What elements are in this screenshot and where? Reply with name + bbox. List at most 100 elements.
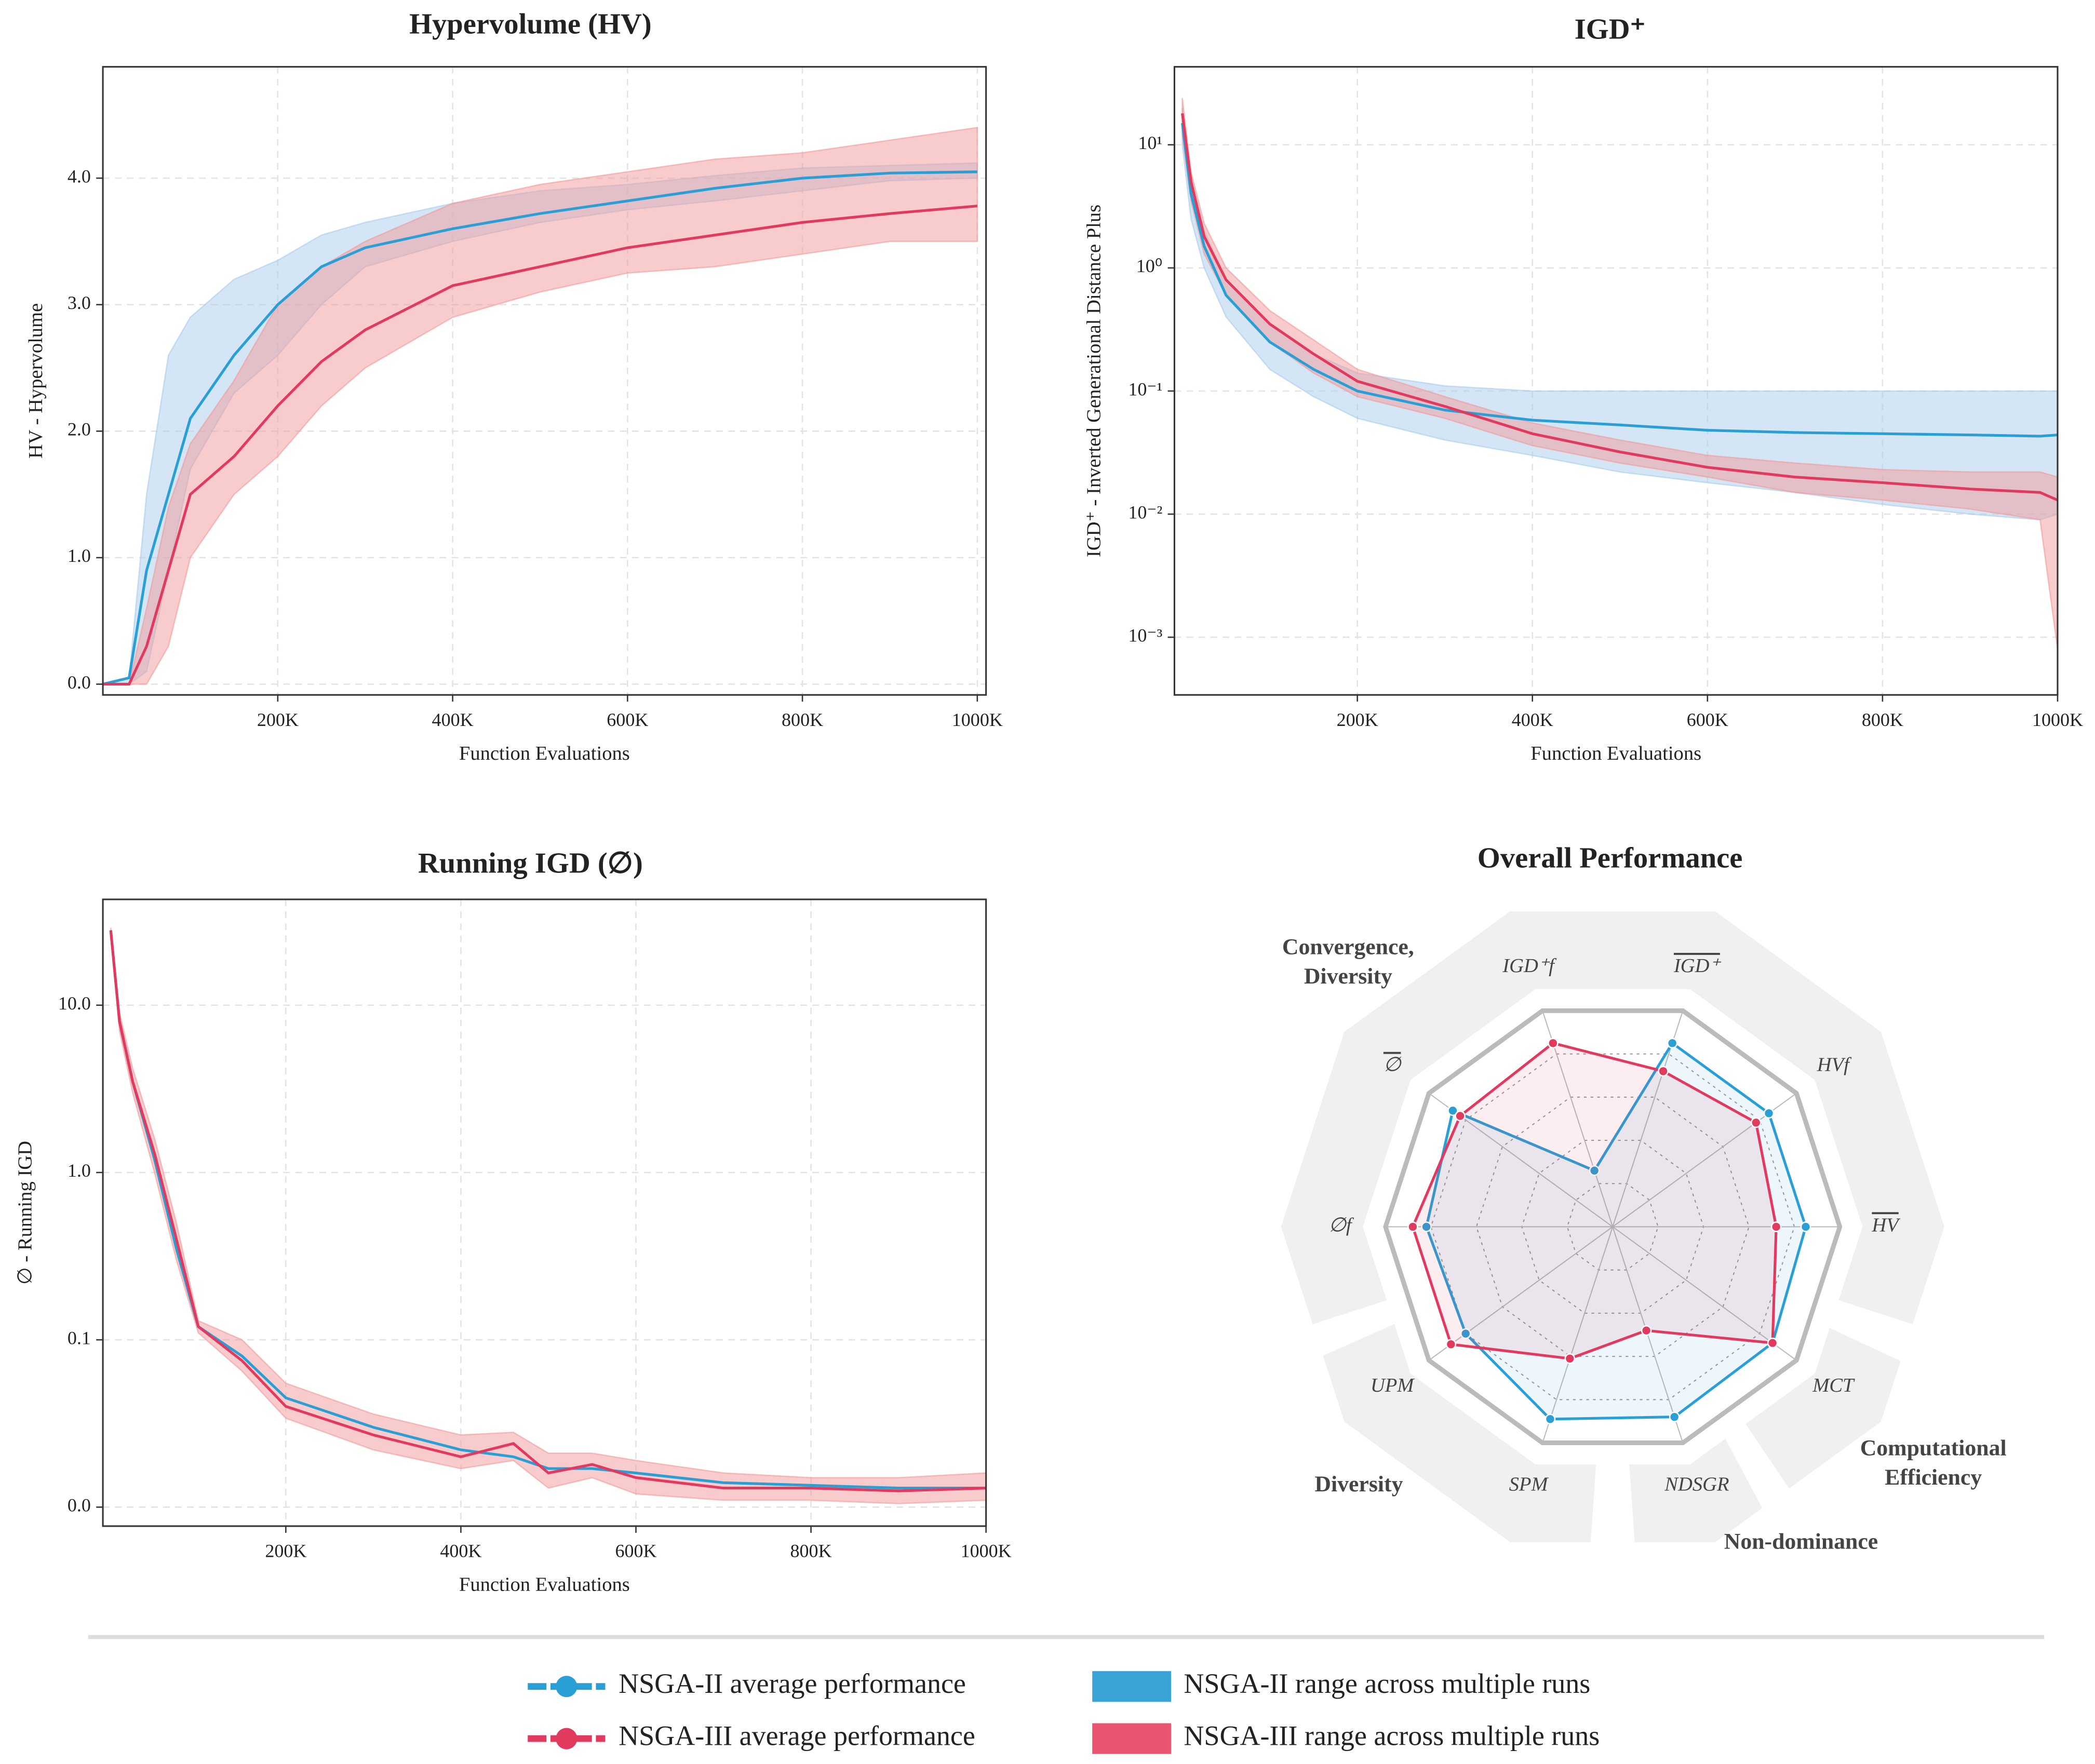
x-tick-label: 1000K bbox=[952, 709, 1003, 730]
group-label-box: Convergence, Diversity bbox=[1282, 934, 1414, 989]
x-tick-label: 400K bbox=[440, 1541, 481, 1561]
radar-point bbox=[1545, 1413, 1556, 1425]
group-band bbox=[1745, 1328, 1901, 1489]
axis-label: MCT bbox=[1812, 1375, 1855, 1396]
radar-spoke bbox=[1428, 1226, 1613, 1361]
legend-marker bbox=[556, 1676, 578, 1698]
x-tick-label: 400K bbox=[1512, 709, 1553, 730]
group-label-box: Diversity bbox=[1314, 1471, 1403, 1497]
y-tick-label: 0.0 bbox=[68, 1495, 91, 1516]
x-tick-label: 600K bbox=[607, 709, 648, 730]
radar-point bbox=[1548, 1038, 1559, 1049]
y-tick-label: 0.1 bbox=[68, 1327, 91, 1348]
group-label: Computational Efficiency bbox=[1860, 1435, 2007, 1490]
radar-point bbox=[1445, 1339, 1457, 1350]
radar-spoke bbox=[1612, 1226, 1797, 1361]
y-tick-label: 10.0 bbox=[58, 993, 91, 1014]
radar-spoke bbox=[1542, 1227, 1614, 1443]
y-tick-label: 1.0 bbox=[68, 545, 91, 566]
radar-point bbox=[1669, 1411, 1680, 1422]
radar-point bbox=[1455, 1110, 1466, 1122]
y-tick-label: 10⁻² bbox=[1128, 502, 1162, 522]
y-axis-label: IGD⁺ - Inverted Generational Distance Pl… bbox=[1083, 205, 1105, 557]
axis-label: SPM bbox=[1509, 1474, 1549, 1496]
x-tick-label: 800K bbox=[1862, 709, 1903, 730]
x-tick-label: 200K bbox=[257, 709, 299, 730]
axis-label: IGD⁺ bbox=[1673, 955, 1722, 977]
y-axis-label: HV - Hypervolume bbox=[25, 303, 47, 459]
y-tick-label: 2.0 bbox=[68, 419, 91, 440]
radar-point bbox=[1447, 1105, 1458, 1116]
radar-point bbox=[1460, 1328, 1471, 1339]
radar-point bbox=[1770, 1221, 1782, 1232]
x-tick-label: 800K bbox=[782, 709, 823, 730]
plot-background bbox=[103, 899, 986, 1526]
radar-frame bbox=[1383, 1008, 1843, 1446]
plot-frame bbox=[102, 66, 987, 696]
y-tick-label: 10⁻¹ bbox=[1128, 379, 1162, 399]
plot-area bbox=[103, 899, 986, 1526]
x-tick-label: 1000K bbox=[961, 1541, 1012, 1561]
y-tick-label: 10¹ bbox=[1138, 132, 1162, 153]
radar-point bbox=[1658, 1066, 1669, 1077]
chart-title: IGD⁺ bbox=[1575, 14, 1646, 46]
legend-label: NSGA-III average performance bbox=[619, 1720, 975, 1752]
legend-patch bbox=[1092, 1723, 1171, 1754]
mean-line bbox=[109, 930, 986, 1490]
x-tick-label: 200K bbox=[265, 1541, 306, 1561]
x-tick-label: 800K bbox=[790, 1541, 832, 1561]
group-label: Non-dominance bbox=[1724, 1529, 1878, 1554]
group-label-box: Non-dominance bbox=[1724, 1529, 1878, 1554]
x-axis-label: Function Evaluations bbox=[459, 1574, 630, 1596]
radar-point bbox=[1800, 1221, 1811, 1232]
radar-point bbox=[1767, 1337, 1778, 1349]
plot-frame bbox=[102, 898, 987, 1527]
range-band bbox=[110, 927, 986, 1504]
radar-point bbox=[1750, 1117, 1762, 1128]
axis-label: HV bbox=[1871, 1214, 1901, 1236]
mean-line bbox=[103, 205, 978, 686]
axis-label: UPM bbox=[1371, 1375, 1415, 1396]
radar-point bbox=[1421, 1221, 1432, 1232]
chart-title: Overall Performance bbox=[1478, 842, 1743, 874]
chart-title: Running IGD (∅) bbox=[418, 847, 643, 880]
y-tick-label: 10⁻³ bbox=[1128, 625, 1162, 645]
x-tick-label: 600K bbox=[1687, 709, 1728, 730]
legend-label: NSGA-II average performance bbox=[619, 1668, 966, 1699]
y-axis-label: ∅ - Running IGD bbox=[14, 1141, 36, 1285]
mean-line bbox=[1181, 113, 2058, 502]
y-tick-label: 4.0 bbox=[68, 166, 91, 186]
x-tick-label: 200K bbox=[1337, 709, 1378, 730]
y-tick-label: 0.0 bbox=[68, 672, 91, 693]
legend-patch bbox=[1092, 1671, 1171, 1702]
radar-point bbox=[1667, 1038, 1678, 1049]
radar-point bbox=[1589, 1165, 1600, 1176]
plot-frame bbox=[1173, 66, 2059, 696]
axis-label: ∅f bbox=[1328, 1214, 1354, 1236]
axis-label: IGD⁺f bbox=[1502, 955, 1557, 977]
radar-point bbox=[1763, 1108, 1775, 1119]
group-label: Convergence, Diversity bbox=[1282, 934, 1414, 989]
y-tick-label: 1.0 bbox=[68, 1160, 91, 1181]
axis-label: HVf bbox=[1817, 1054, 1852, 1076]
y-tick-label: 10⁰ bbox=[1136, 255, 1162, 276]
group-label: Diversity bbox=[1314, 1471, 1403, 1497]
axis-label: NDSGR bbox=[1664, 1474, 1729, 1496]
group-band bbox=[1629, 1438, 1763, 1542]
radar-point bbox=[1641, 1325, 1652, 1336]
radar-point bbox=[1407, 1221, 1418, 1232]
x-axis-label: Function Evaluations bbox=[1530, 743, 1701, 764]
axis-label: ∅ bbox=[1384, 1054, 1402, 1076]
y-tick-label: 3.0 bbox=[68, 292, 91, 313]
mean-line bbox=[102, 170, 977, 686]
radar-point bbox=[1564, 1353, 1576, 1364]
x-tick-label: 1000K bbox=[2032, 709, 2083, 730]
x-axis-label: Function Evaluations bbox=[459, 743, 630, 764]
chart-title: Hypervolume (HV) bbox=[409, 8, 652, 40]
group-label-box: Computational Efficiency bbox=[1860, 1435, 2007, 1490]
legend-marker bbox=[556, 1728, 578, 1749]
mean-line bbox=[1181, 123, 2058, 438]
group-band bbox=[1323, 1324, 1596, 1542]
mean-line bbox=[109, 930, 986, 1492]
